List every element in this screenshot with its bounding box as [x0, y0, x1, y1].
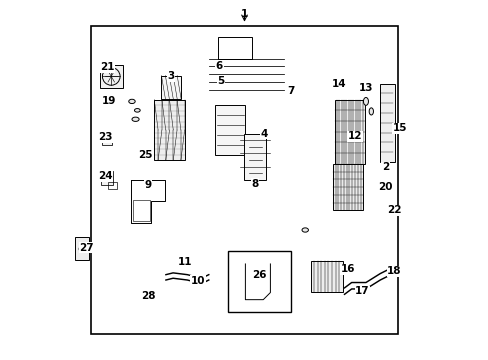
Bar — [380, 84, 394, 162]
Ellipse shape — [128, 99, 135, 104]
Bar — [91, 26, 397, 334]
Bar — [133, 200, 149, 221]
Bar — [161, 76, 181, 99]
Text: 6: 6 — [215, 61, 223, 71]
Text: 25: 25 — [138, 150, 152, 160]
Text: 2: 2 — [381, 162, 388, 172]
Text: 22: 22 — [386, 205, 401, 215]
Bar — [108, 182, 117, 189]
Ellipse shape — [302, 228, 308, 232]
Text: 7: 7 — [286, 86, 294, 96]
Text: 26: 26 — [252, 270, 266, 280]
Bar — [215, 105, 245, 155]
Text: 24: 24 — [98, 171, 112, 181]
Ellipse shape — [134, 109, 140, 112]
Text: 1: 1 — [241, 9, 247, 19]
Text: 14: 14 — [331, 78, 346, 89]
Ellipse shape — [132, 117, 139, 121]
Text: 15: 15 — [392, 123, 407, 133]
Bar — [310, 261, 342, 292]
Ellipse shape — [368, 108, 373, 115]
Text: 17: 17 — [354, 287, 369, 296]
Text: 16: 16 — [340, 264, 355, 274]
Bar — [75, 237, 89, 260]
Bar — [244, 134, 265, 180]
Text: 3: 3 — [167, 71, 175, 81]
Bar — [102, 135, 112, 145]
Text: 5: 5 — [217, 76, 224, 86]
Text: 13: 13 — [358, 83, 372, 93]
Text: 18: 18 — [386, 266, 401, 276]
Text: 11: 11 — [178, 257, 192, 267]
Ellipse shape — [363, 98, 367, 105]
Text: 8: 8 — [251, 179, 258, 189]
Text: 4: 4 — [260, 129, 267, 139]
Bar — [101, 171, 112, 185]
Text: 23: 23 — [98, 132, 112, 142]
Bar — [217, 37, 251, 59]
Text: 28: 28 — [141, 291, 155, 301]
Text: 21: 21 — [100, 63, 114, 72]
Bar — [179, 258, 188, 266]
Text: 19: 19 — [102, 96, 116, 107]
Bar — [154, 100, 184, 160]
Text: 27: 27 — [79, 243, 94, 253]
Text: 20: 20 — [378, 182, 392, 192]
Text: 12: 12 — [347, 131, 362, 141]
Bar — [228, 251, 290, 312]
Bar — [332, 164, 363, 210]
Bar — [334, 100, 365, 164]
Bar — [100, 65, 122, 88]
Bar — [140, 152, 149, 158]
Text: 10: 10 — [190, 276, 205, 286]
Text: 9: 9 — [144, 180, 151, 190]
